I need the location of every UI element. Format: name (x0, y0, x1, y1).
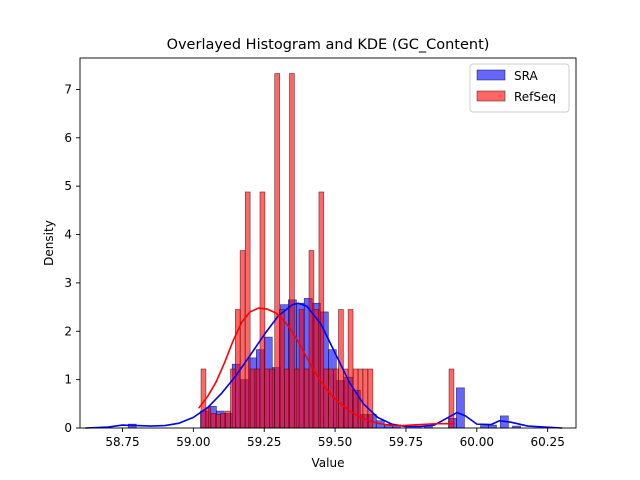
sra-legend-swatch (476, 69, 506, 81)
refseq-bar (264, 368, 270, 429)
refseq-bar (308, 250, 315, 429)
refseq-bar (448, 368, 455, 429)
y-tick-label: 7 (64, 82, 72, 96)
legend: SRA RefSeq (469, 63, 570, 113)
x-tick-label: 58.75 (105, 435, 139, 449)
y-tick-label: 6 (64, 131, 72, 145)
refseq-legend-label: RefSeq (514, 90, 556, 104)
sra-kde-line (84, 302, 563, 429)
refseq-bar (269, 368, 275, 429)
refseq-bar (298, 309, 305, 429)
x-tick-label: 59.75 (389, 435, 423, 449)
refseq-bar (293, 368, 300, 429)
refseq-bar (279, 309, 285, 429)
refseq-bar (239, 250, 246, 429)
y-axis: 0 1 2 3 4 5 6 7 (64, 82, 80, 435)
refseq-bar (352, 368, 359, 429)
x-axis-label: Value (312, 456, 345, 470)
refseq-bar (259, 191, 266, 429)
x-tick-label: 59.00 (176, 435, 210, 449)
y-tick-label: 2 (64, 324, 72, 338)
plot-frame (79, 57, 577, 429)
y-tick-label: 4 (64, 228, 72, 242)
y-tick-label: 3 (64, 276, 72, 290)
refseq-bar (205, 407, 212, 429)
refseq-bar (220, 413, 226, 429)
y-axis-label: Density (42, 220, 56, 266)
y-tick-label: 1 (64, 373, 72, 387)
y-tick-label: 5 (64, 179, 72, 193)
y-tick-label: 0 (64, 421, 72, 435)
x-tick-label: 59.25 (247, 435, 281, 449)
refseq-bar (284, 368, 290, 429)
refseq-bar (289, 73, 295, 429)
refseq-bar (318, 191, 325, 429)
refseq-bar (303, 368, 310, 429)
refseq-bar (328, 368, 334, 429)
refseq-bar (254, 368, 261, 429)
refseq-bar (225, 410, 231, 429)
refseq-bar (367, 368, 374, 429)
refseq-bar (323, 368, 329, 429)
refseq-kde-line (198, 307, 455, 427)
sra-legend-label: SRA (514, 69, 538, 83)
refseq-legend-swatch (476, 90, 506, 102)
x-axis: 58.75 59.00 59.25 59.50 59.75 60.00 60.25 (105, 428, 565, 449)
kde-layer (84, 302, 563, 429)
chart-title: Overlayed Histogram and KDE (GC_Content) (167, 37, 490, 53)
refseq-bar (249, 368, 256, 429)
x-tick-label: 59.50 (318, 435, 352, 449)
refseq-bar (210, 413, 217, 429)
refseq-bar (244, 191, 251, 429)
refseq-bar (274, 73, 280, 429)
refseq-bar (215, 414, 221, 429)
x-tick-label: 60.25 (530, 435, 564, 449)
x-tick-label: 60.00 (460, 435, 494, 449)
refseq-bar (313, 309, 320, 429)
sra-bar (456, 387, 465, 429)
